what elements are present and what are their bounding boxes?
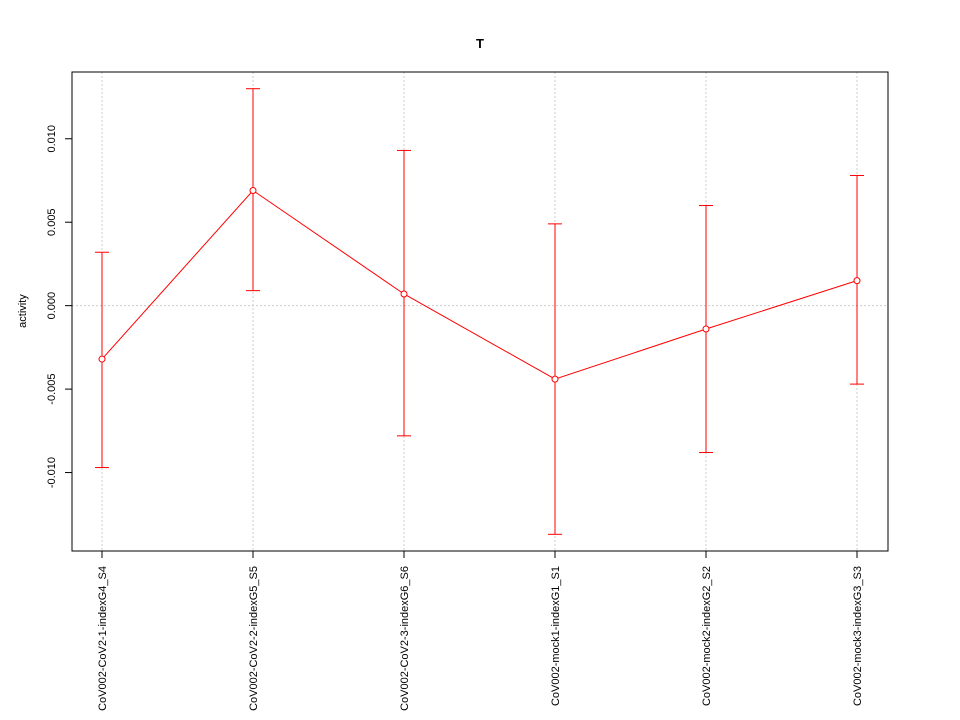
y-axis: -0.010 -0.005 0.000 0.005 0.010 bbox=[46, 125, 73, 488]
y-tick-label: -0.005 bbox=[46, 374, 58, 405]
y-tick-label: 0.005 bbox=[46, 208, 58, 236]
chart-title: T bbox=[476, 36, 484, 51]
y-tick-label: 0.010 bbox=[46, 125, 58, 153]
data-point bbox=[249, 186, 257, 194]
series-line bbox=[101, 189, 858, 380]
data-point bbox=[98, 355, 106, 363]
x-tick-label: CoV002-mock2-indexG2_S2 bbox=[701, 566, 713, 706]
series bbox=[95, 88, 864, 535]
x-tick-label: CoV002-CoV2-2-indexG5_S5 bbox=[248, 566, 260, 711]
x-axis: CoV002-CoV2-1-indexG4_S4 CoV002-CoV2-2-in… bbox=[97, 550, 864, 711]
data-point bbox=[551, 375, 559, 383]
y-tick-label: -0.010 bbox=[46, 457, 58, 488]
y-tick-label: 0.000 bbox=[46, 292, 58, 320]
grid bbox=[72, 72, 888, 551]
x-tick-label: CoV002-CoV2-3-indexG6_S6 bbox=[399, 566, 411, 711]
y-axis-label: activity bbox=[17, 294, 29, 328]
plot-frame bbox=[71, 71, 889, 552]
x-tick-label: CoV002-mock1-indexG1_S1 bbox=[550, 566, 562, 706]
x-tick-label: CoV002-CoV2-1-indexG4_S4 bbox=[97, 566, 109, 711]
x-tick-label: CoV002-mock3-indexG3_S3 bbox=[852, 566, 864, 706]
data-point bbox=[400, 290, 408, 298]
data-point bbox=[702, 325, 710, 333]
data-point bbox=[853, 277, 861, 285]
